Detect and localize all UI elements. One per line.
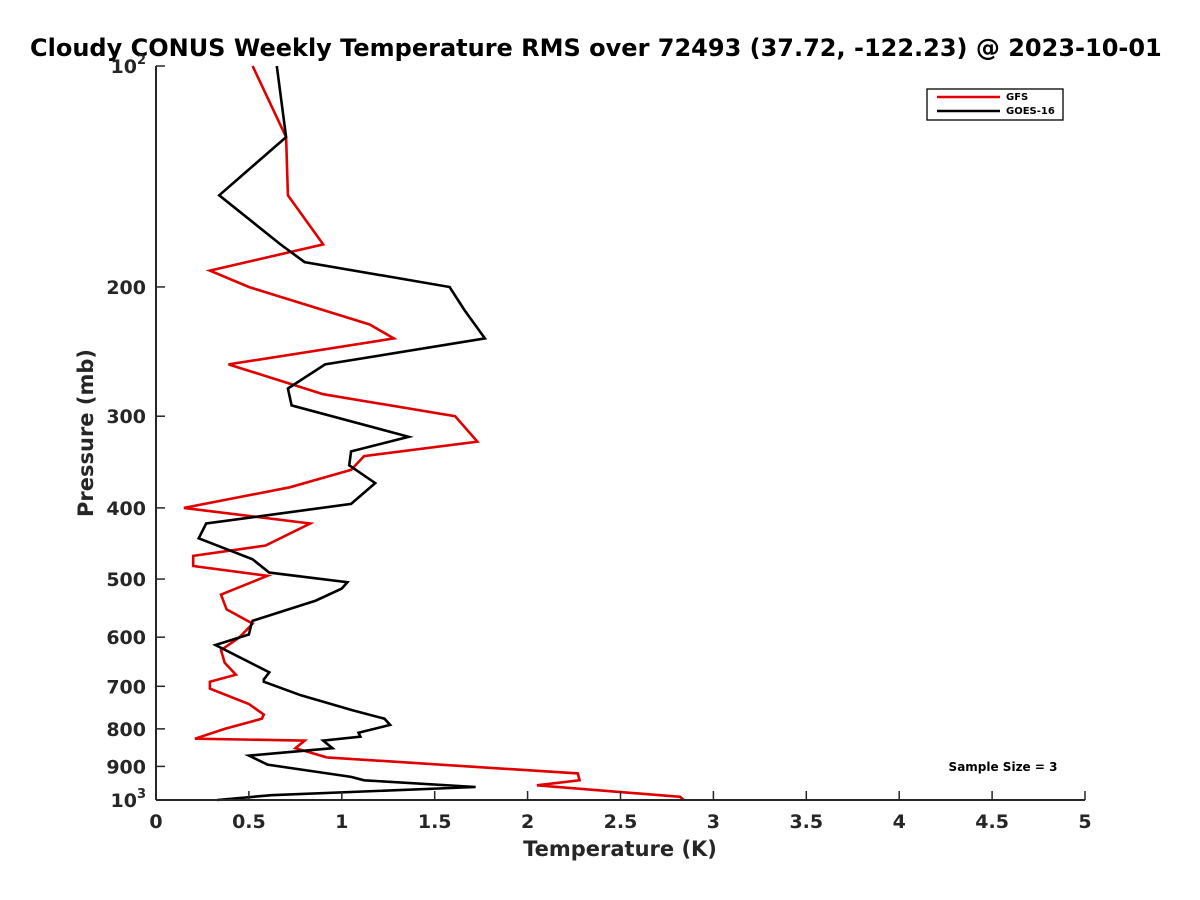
x-tick-label: 3 (707, 811, 720, 833)
plot-area: 0 0.5 1 1.5 2 2.5 3 3.5 4 4.5 5 102 200 300 400 500 600… (106, 53, 1091, 833)
series-line-goes-16 (196, 65, 488, 802)
legend-label-goes-16: GOES-16 (1006, 106, 1055, 117)
y-tick-label: 102 (111, 53, 147, 78)
y-tick-label: 200 (106, 277, 146, 299)
x-tick-label: 4 (893, 811, 906, 833)
y-axis-label: Pressure (mb) (74, 349, 98, 517)
x-tick-label: 3.5 (789, 811, 823, 833)
x-tick-label: 1 (335, 811, 348, 833)
x-tick-label: 4.5 (975, 811, 1009, 833)
y-tick-label: 600 (106, 627, 146, 649)
y-tick-label: 900 (106, 756, 146, 778)
y-tick-label: 400 (106, 498, 146, 520)
x-tick-label: 1.5 (418, 811, 452, 833)
sample-size-annotation: Sample Size = 3 (949, 760, 1058, 774)
x-tick-label: 2.5 (604, 811, 638, 833)
series-layer (183, 65, 685, 802)
y-tick-label: 103 (111, 787, 147, 812)
y-tick-label: 800 (106, 719, 146, 741)
x-tick-label: 0.5 (232, 811, 266, 833)
legend-box (926, 88, 1064, 121)
series-line-gfs (183, 65, 685, 801)
y-tick-label: 500 (106, 569, 146, 591)
chart-title: Cloudy CONUS Weekly Temperature RMS over… (30, 34, 1162, 62)
x-ticks: 0 0.5 1 1.5 2 2.5 3 3.5 4 4.5 5 (149, 791, 1092, 833)
y-tick-label: 700 (106, 676, 146, 698)
x-tick-label: 0 (149, 811, 162, 833)
legend: GFS GOES-16 (926, 88, 1064, 121)
x-tick-label: 5 (1078, 811, 1091, 833)
legend-label-gfs: GFS (1006, 92, 1028, 103)
y-tick-label: 300 (106, 406, 146, 428)
x-tick-label: 2 (521, 811, 534, 833)
y-ticks: 102 200 300 400 500 600 700 800 900 103 (106, 53, 165, 812)
x-axis-label: Temperature (K) (523, 837, 717, 861)
